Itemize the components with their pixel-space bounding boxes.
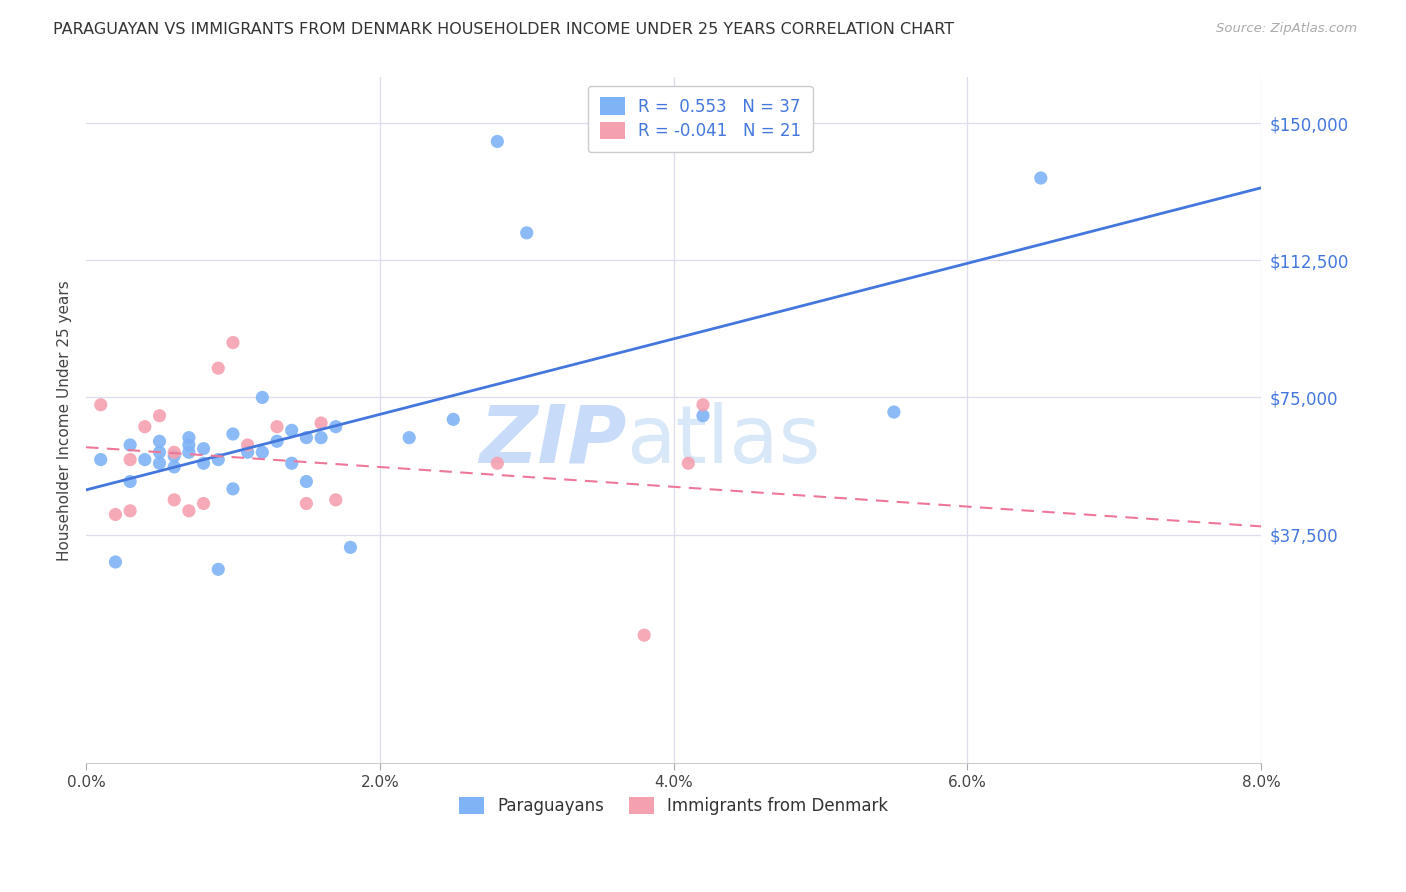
Point [120, 438, 142, 452]
Point [486, 135, 509, 149]
Point [309, 431, 332, 445]
Point [148, 456, 170, 470]
Point [120, 452, 142, 467]
Point [339, 541, 361, 555]
Point [148, 434, 170, 449]
Point [295, 431, 318, 445]
Point [163, 445, 186, 459]
Point [177, 445, 200, 459]
Point [222, 427, 245, 442]
Point [148, 409, 170, 423]
Text: ZIP: ZIP [479, 402, 627, 480]
Point [280, 423, 302, 437]
Point [883, 405, 905, 419]
Point [325, 419, 347, 434]
Point [207, 562, 229, 576]
Point [207, 361, 229, 376]
Point [236, 438, 259, 452]
Point [222, 482, 245, 496]
Point [104, 555, 127, 569]
Text: PARAGUAYAN VS IMMIGRANTS FROM DENMARK HOUSEHOLDER INCOME UNDER 25 YEARS CORRELAT: PARAGUAYAN VS IMMIGRANTS FROM DENMARK HO… [53, 22, 955, 37]
Text: atlas: atlas [627, 402, 821, 480]
Legend: Paraguayans, Immigrants from Denmark: Paraguayans, Immigrants from Denmark [450, 789, 897, 823]
Point [252, 445, 274, 459]
Point [222, 335, 245, 350]
Point [134, 419, 156, 434]
Point [193, 496, 215, 510]
Point [266, 434, 288, 449]
Point [295, 475, 318, 489]
Point [207, 452, 229, 467]
Point [252, 391, 274, 405]
Point [163, 492, 186, 507]
Point [90, 398, 112, 412]
Point [633, 628, 655, 642]
Point [148, 445, 170, 459]
Point [193, 442, 215, 456]
Point [177, 438, 200, 452]
Point [120, 504, 142, 518]
Point [193, 456, 215, 470]
Point [678, 456, 700, 470]
Point [692, 409, 714, 423]
Point [236, 445, 259, 459]
Point [325, 492, 347, 507]
Point [692, 398, 714, 412]
Point [1029, 171, 1052, 186]
Point [120, 475, 142, 489]
Point [134, 452, 156, 467]
Text: Source: ZipAtlas.com: Source: ZipAtlas.com [1216, 22, 1357, 36]
Point [516, 226, 538, 240]
Point [280, 456, 302, 470]
Point [266, 419, 288, 434]
Point [486, 456, 509, 470]
Point [441, 412, 464, 426]
Y-axis label: Householder Income Under 25 years: Householder Income Under 25 years [58, 280, 72, 561]
Point [177, 431, 200, 445]
Point [309, 416, 332, 430]
Point [104, 508, 127, 522]
Point [398, 431, 420, 445]
Point [163, 449, 186, 463]
Point [295, 496, 318, 510]
Point [90, 452, 112, 467]
Point [177, 504, 200, 518]
Point [163, 459, 186, 474]
